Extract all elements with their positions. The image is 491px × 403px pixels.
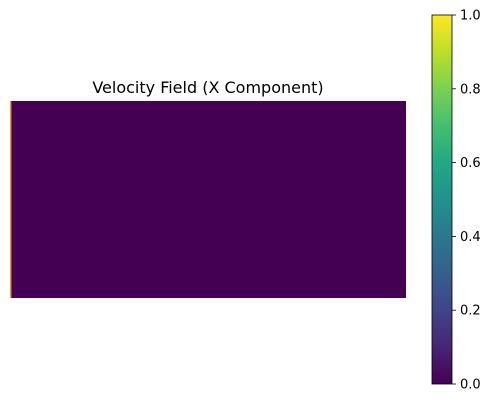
colorbar-tick-label: 0.2 [460,304,481,319]
heatmap-image [10,101,406,298]
heatmap-field [10,101,406,298]
chart-title: Velocity Field (X Component) [92,78,323,97]
colorbar-tick-label: 0.8 [460,82,481,97]
colorbar-tick-label: 0.4 [460,230,481,245]
colorbar: 0.0 0.2 0.4 0.6 0.8 1.0 [431,9,481,393]
colorbar-tick-label: 1.0 [460,9,481,24]
colorbar-frame [431,14,453,385]
colorbar-tick-label: 0.6 [460,156,481,171]
colorbar-gradient [432,15,452,384]
heatmap-boundary-column [10,101,12,298]
colorbar-tick-label: 0.0 [460,378,481,393]
colorbar-ticks: 0.0 0.2 0.4 0.6 0.8 1.0 [452,9,481,393]
